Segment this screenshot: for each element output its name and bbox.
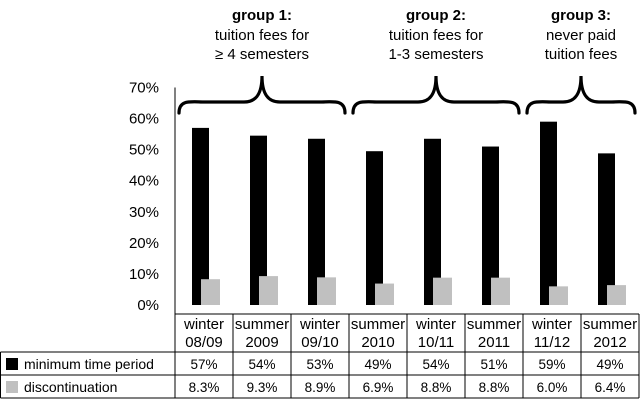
category-label: summer: [467, 316, 521, 333]
data-label: 49%: [596, 357, 623, 372]
category-label: winter: [299, 316, 340, 333]
data-label: 8.9%: [305, 380, 336, 395]
bar-minimum-time-period: [192, 127, 209, 306]
data-label: 6.0%: [537, 380, 568, 395]
bar-discontinuation: [259, 276, 278, 305]
category-label: 2009: [245, 334, 278, 351]
group-brace: [351, 75, 521, 115]
group-brace: [525, 75, 637, 115]
data-label: 6.4%: [595, 380, 626, 395]
category-label: 08/09: [185, 334, 223, 351]
group-description: ≥ 4 semesters: [215, 46, 309, 63]
data-label: 59%: [538, 357, 565, 372]
group-description: tuition fees for: [389, 27, 483, 44]
bar-minimum-time-period: [482, 146, 499, 305]
category-label: summer: [235, 316, 289, 333]
category-label: winter: [415, 316, 456, 333]
bar-minimum-time-period: [250, 135, 267, 305]
y-tick-label: 60%: [129, 111, 159, 128]
category-label: summer: [351, 316, 405, 333]
bar-minimum-time-period: [308, 138, 325, 305]
y-tick-label: 0%: [137, 297, 159, 314]
data-label: 8.8%: [421, 380, 452, 395]
data-label: 54%: [422, 357, 449, 372]
legend-label: discontinuation: [24, 379, 117, 395]
group-description: 1-3 semesters: [388, 46, 483, 63]
category-label: winter: [531, 316, 572, 333]
data-label: 9.3%: [247, 380, 278, 395]
group-brace: [177, 75, 347, 115]
y-tick-label: 50%: [129, 142, 159, 159]
bar-discontinuation: [549, 286, 568, 305]
y-tick-label: 70%: [129, 80, 159, 97]
legend-swatch: [6, 358, 18, 370]
category-label: 09/10: [301, 334, 339, 351]
data-label: 8.3%: [189, 380, 220, 395]
category-label: 2011: [478, 334, 510, 351]
group-description: tuition fees: [545, 46, 618, 63]
bar-discontinuation: [607, 285, 626, 305]
y-tick-label: 10%: [129, 266, 159, 283]
group-description: tuition fees for: [215, 27, 309, 44]
data-label: 6.9%: [363, 380, 394, 395]
group-description: never paid: [546, 27, 616, 44]
legend-label: minimum time period: [24, 356, 154, 372]
category-label: 11/12: [534, 334, 570, 351]
bar-discontinuation: [491, 277, 510, 305]
category-label: 2012: [593, 334, 626, 351]
data-label: 53%: [306, 357, 333, 372]
category-label: winter: [183, 316, 224, 333]
data-label: 49%: [364, 357, 391, 372]
data-label: 57%: [190, 357, 217, 372]
bar-minimum-time-period: [424, 138, 441, 305]
bar-discontinuation: [201, 279, 220, 305]
data-label: 8.8%: [479, 380, 510, 395]
bar-discontinuation: [317, 277, 336, 305]
bar-minimum-time-period: [540, 121, 557, 305]
category-label: 2010: [361, 334, 394, 351]
bar-minimum-time-period: [366, 151, 383, 305]
data-label: 51%: [480, 357, 507, 372]
bar-discontinuation: [433, 277, 452, 305]
bar-discontinuation: [375, 283, 394, 305]
data-label: 54%: [248, 357, 275, 372]
group-title: group 1:: [232, 7, 292, 24]
category-label: 10/11: [418, 334, 454, 351]
category-label: summer: [583, 316, 637, 333]
bar-minimum-time-period: [598, 153, 615, 305]
y-tick-label: 40%: [129, 173, 159, 190]
legend-swatch: [6, 381, 18, 393]
group-title: group 3:: [551, 7, 611, 24]
y-tick-label: 30%: [129, 204, 159, 221]
group-title: group 2:: [406, 7, 466, 24]
y-tick-label: 20%: [129, 235, 159, 252]
